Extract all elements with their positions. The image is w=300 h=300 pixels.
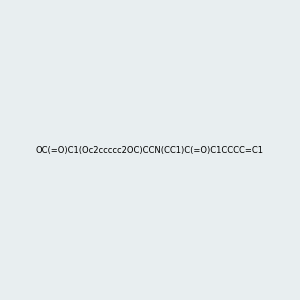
Text: OC(=O)C1(Oc2ccccc2OC)CCN(CC1)C(=O)C1CCCC=C1: OC(=O)C1(Oc2ccccc2OC)CCN(CC1)C(=O)C1CCCC… (36, 146, 264, 154)
